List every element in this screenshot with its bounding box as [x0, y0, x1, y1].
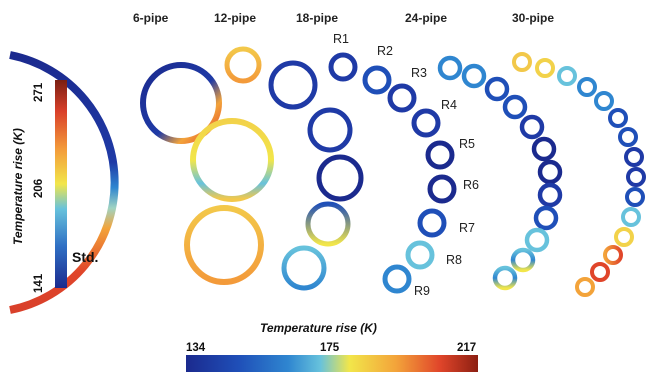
pipe-ring [626, 167, 646, 187]
pipe-ring [577, 77, 597, 97]
pipe-ring [140, 62, 222, 144]
pipe-ring [519, 114, 545, 140]
row-label-r4: R4 [441, 98, 457, 112]
row-label-r9: R9 [414, 284, 430, 298]
column-label-6-pipe: 6-pipe [133, 11, 169, 25]
pipe-ring [510, 247, 536, 273]
std-label: Std. [72, 249, 98, 265]
pipe-ring [184, 205, 264, 285]
pipe-ring [427, 174, 457, 204]
pipe-ring [190, 118, 274, 202]
column-label-18-pipe: 18-pipe [296, 11, 338, 25]
pipe-ring [492, 265, 518, 291]
pipe-ring [387, 83, 417, 113]
std-colorbar-title: Temperature rise (K) [11, 128, 25, 245]
pipe-ring [618, 127, 638, 147]
pipe-ring [625, 187, 645, 207]
column-24-outer-arc [437, 55, 563, 291]
column-24-pipe [328, 52, 457, 294]
pipe-ring [417, 208, 447, 238]
pipe-ring [484, 76, 510, 102]
pipe-ring [624, 147, 644, 167]
pipe-ring [362, 65, 392, 95]
pipe-ring [512, 52, 532, 72]
standard-colorbar [55, 80, 67, 288]
pipe-ring [621, 207, 641, 227]
pipe-ring [502, 94, 528, 120]
pipe-ring [590, 262, 610, 282]
column-12-pipe [184, 46, 274, 285]
std-tick-mid: 206 [33, 179, 45, 198]
pipe-ring [382, 264, 412, 294]
pipe-ring [316, 154, 364, 202]
pipe-ring [524, 227, 550, 253]
pipe-ring [425, 140, 455, 170]
pipe-ring [328, 52, 358, 82]
column-30-pipe [512, 52, 646, 297]
pipe-ring [608, 108, 628, 128]
pipe-ring [405, 240, 435, 270]
column-label-24-pipe: 24-pipe [405, 11, 447, 25]
std-tick-bottom: 141 [33, 273, 45, 293]
column-18-pipe [268, 60, 364, 291]
column-label-12-pipe: 12-pipe [214, 11, 256, 25]
bottom-tick-min: 134 [186, 342, 206, 354]
row-label-r1: R1 [333, 32, 349, 46]
row-label-r7: R7 [459, 221, 475, 235]
pipe-ring [535, 58, 555, 78]
pipe-ring [537, 159, 563, 185]
pipe-ring [307, 107, 353, 153]
pipe-ring [224, 46, 262, 84]
column-label-30-pipe: 30-pipe [512, 11, 554, 25]
pipe-ring [614, 227, 634, 247]
std-tick-top: 271 [33, 82, 45, 102]
bottom-colorbar-title: Temperature rise (K) [260, 321, 377, 335]
pipe-ring [437, 55, 463, 81]
bottom-colorbar [186, 355, 478, 372]
row-label-r2: R2 [377, 44, 393, 58]
pipe-ring [531, 136, 557, 162]
pipe-ring [557, 66, 577, 86]
column-6-pipe [140, 62, 222, 144]
row-label-r5: R5 [459, 137, 475, 151]
standard-pipe-arc [9, 51, 119, 314]
pipe-ring [603, 245, 623, 265]
pipe-ring [281, 245, 327, 291]
pipe-ring [537, 182, 563, 208]
pipe-ring [575, 277, 595, 297]
pipe-ring [305, 201, 351, 247]
bottom-tick-mid: 175 [320, 342, 340, 354]
pipe-ring [268, 60, 318, 110]
pipe-ring [533, 205, 559, 231]
row-label-r6: R6 [463, 178, 479, 192]
pipe-ring [594, 91, 614, 111]
row-label-r3: R3 [411, 66, 427, 80]
bottom-tick-max: 217 [457, 342, 476, 354]
pipe-ring [461, 63, 487, 89]
pipe-ring [411, 108, 441, 138]
row-label-r8: R8 [446, 253, 462, 267]
